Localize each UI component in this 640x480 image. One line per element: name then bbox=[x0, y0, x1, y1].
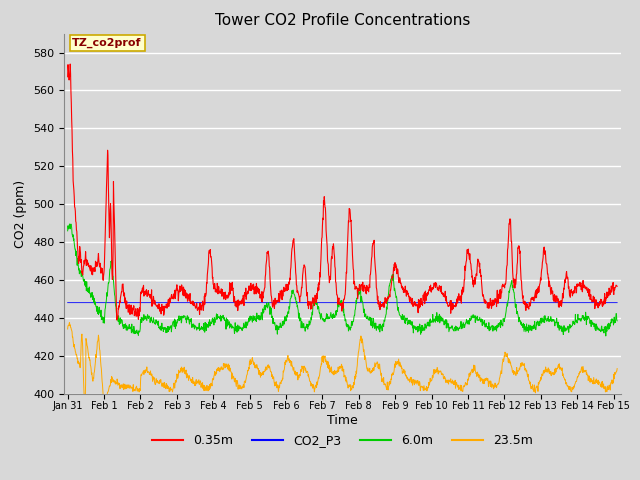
X-axis label: Time: Time bbox=[327, 414, 358, 427]
Title: Tower CO2 Profile Concentrations: Tower CO2 Profile Concentrations bbox=[214, 13, 470, 28]
Text: TZ_co2prof: TZ_co2prof bbox=[72, 38, 142, 48]
Legend: 0.35m, CO2_P3, 6.0m, 23.5m: 0.35m, CO2_P3, 6.0m, 23.5m bbox=[147, 429, 538, 452]
Y-axis label: CO2 (ppm): CO2 (ppm) bbox=[15, 180, 28, 248]
